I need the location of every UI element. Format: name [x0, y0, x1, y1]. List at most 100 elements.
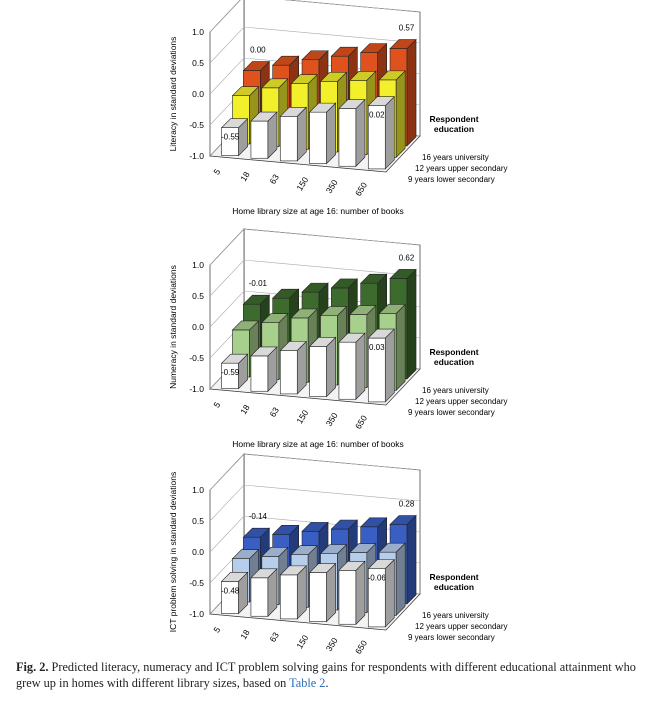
bar-top [359, 43, 388, 53]
y-tick-label: -1.0 [189, 151, 204, 161]
x-tick-label: 18 [238, 170, 252, 184]
bar-2-2 [279, 340, 307, 395]
data-label: 0.03 [369, 343, 385, 352]
x-tick-label: 150 [294, 408, 310, 426]
y-tick-label: -0.5 [189, 120, 204, 130]
bar-top [271, 524, 300, 535]
data-label: -0.14 [249, 512, 268, 521]
caption-text: Predicted literacy, numeracy and ICT pro… [16, 660, 636, 690]
bar-top [271, 55, 300, 66]
bar-2-1 [250, 111, 278, 159]
bar-top [338, 560, 366, 571]
bar-top [319, 544, 348, 554]
x-tick-label: 650 [353, 180, 369, 198]
bar-front [309, 111, 327, 164]
bar-top [319, 72, 348, 82]
bar-2-2 [279, 106, 307, 162]
bar-front [279, 574, 298, 620]
x-tick-label: 350 [324, 178, 340, 196]
bar-top [301, 282, 329, 293]
bar-front [338, 108, 357, 167]
bar-top [220, 572, 249, 582]
legend-entry-1: 16 years university [422, 611, 489, 620]
y-tick-label: 0.0 [192, 322, 204, 332]
bar-top [290, 308, 318, 319]
x-tick-label: 18 [238, 403, 252, 417]
y-tick-label: 1.0 [192, 485, 204, 495]
y-tick-label: -0.5 [189, 578, 204, 588]
bar-2-0 [220, 117, 249, 157]
chart-panel-2: b: Predicted numeracy gains1.00.50.0-0.5… [168, 228, 508, 449]
y-axis-label: Literacy in standard deviations [168, 37, 178, 152]
legend-entry-2: 12 years upper secondary [415, 164, 508, 173]
bar-2-3 [308, 562, 337, 623]
bar-top [261, 313, 289, 323]
bar-top [349, 71, 377, 81]
x-tick-label: 5 [211, 625, 222, 635]
bar-2-2 [279, 565, 307, 620]
x-tick-label: 63 [268, 405, 282, 419]
x-tick-label: 150 [294, 175, 310, 193]
y-tick-label: -1.0 [189, 384, 204, 394]
bar-top [330, 519, 359, 530]
bar-top [279, 341, 307, 351]
bar-side [395, 70, 406, 159]
bar-top [231, 549, 260, 559]
bar-top [308, 102, 337, 113]
legend-title: Respondent [429, 114, 478, 124]
x-tick-label: 63 [268, 630, 282, 644]
legend-title: education [434, 357, 474, 367]
bar-2-5 [367, 95, 395, 170]
bar-2-1 [250, 346, 278, 392]
data-label: -0.59 [221, 368, 240, 377]
legend-title: education [434, 582, 474, 592]
caption-fig-label: Fig. 2. [16, 660, 49, 674]
bar-2-4 [338, 332, 366, 400]
bar-top [250, 346, 278, 357]
y-tick-label: 1.0 [192, 260, 204, 270]
bar-top [279, 106, 307, 117]
x-tick-label: 350 [324, 636, 340, 654]
bar-side [326, 102, 336, 165]
bar-side [384, 328, 395, 403]
x-tick-label: 650 [353, 638, 369, 655]
bar-top [220, 118, 249, 128]
bar-top [338, 99, 366, 109]
bar-front [338, 569, 357, 625]
bar-top [242, 61, 271, 71]
y-axis-label: ICT problem solving in standard deviatio… [168, 472, 178, 632]
data-label: 0.00 [250, 46, 266, 55]
y-tick-label: 0.5 [192, 291, 204, 301]
bar-top [261, 547, 289, 557]
y-tick-label: 0.0 [192, 547, 204, 557]
x-tick-label: 18 [238, 628, 252, 642]
bar-side [355, 98, 366, 167]
data-label: -0.55 [221, 133, 240, 142]
bar-top [349, 543, 377, 553]
bar-top [359, 273, 388, 284]
gridline [209, 0, 421, 33]
bar-top [359, 517, 388, 528]
legend-entry-2: 12 years upper secondary [415, 622, 508, 631]
bar-top [389, 515, 417, 525]
y-axis-label: Numeracy in standard deviations [168, 265, 178, 389]
data-label: 0.62 [399, 253, 415, 262]
bar-top [290, 74, 318, 84]
bar-top [242, 294, 271, 305]
chart-panel-3: c: ICT problem solving gains1.00.50.0-0.… [168, 453, 508, 655]
bar-top [231, 320, 260, 331]
legend-entry-2: 12 years upper secondary [415, 397, 508, 406]
bar-top [330, 46, 359, 57]
figure-caption: Fig. 2. Predicted literacy, numeracy and… [16, 659, 646, 691]
bar-2-5 [367, 328, 395, 403]
caption-table-link[interactable]: Table 2 [289, 676, 326, 690]
bar-top [367, 559, 395, 569]
bar-top [231, 86, 260, 96]
bar-2-0 [220, 571, 249, 615]
x-tick-label: 150 [294, 633, 310, 651]
legend-entry-1: 16 years university [422, 386, 489, 395]
caption-end: . [325, 676, 329, 690]
bar-top [271, 288, 300, 299]
bar-top [319, 306, 348, 316]
bar-front [279, 350, 298, 395]
